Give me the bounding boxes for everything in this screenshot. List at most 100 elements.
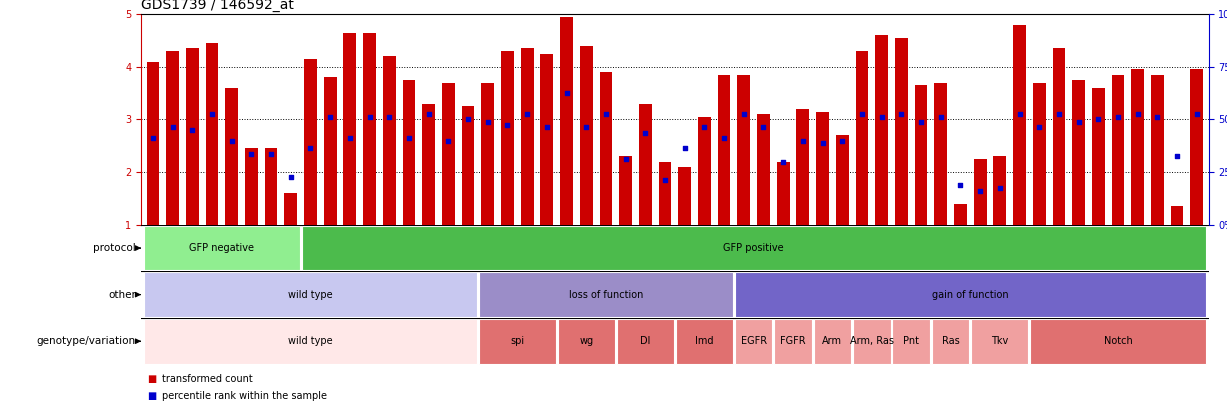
- Text: Ras: Ras: [941, 336, 960, 346]
- Bar: [994, 156, 1006, 225]
- Point: [675, 145, 694, 152]
- Point: [1010, 111, 1029, 117]
- Point: [892, 111, 912, 117]
- Point: [832, 137, 852, 144]
- Bar: [265, 149, 277, 225]
- Bar: [836, 135, 849, 225]
- Bar: [166, 51, 179, 225]
- Point: [281, 174, 301, 181]
- Point: [971, 187, 990, 194]
- Text: ■: ■: [147, 374, 157, 384]
- Point: [912, 119, 931, 125]
- Text: GFP positive: GFP positive: [724, 243, 784, 253]
- Point: [714, 134, 734, 141]
- Point: [655, 177, 675, 183]
- Point: [1049, 111, 1069, 117]
- Point: [498, 122, 518, 128]
- Point: [852, 111, 871, 117]
- Text: loss of function: loss of function: [569, 290, 643, 300]
- Point: [144, 134, 163, 141]
- Point: [340, 134, 360, 141]
- Bar: [737, 75, 750, 225]
- Point: [261, 150, 281, 157]
- Point: [951, 182, 971, 189]
- Point: [872, 113, 892, 120]
- Point: [1187, 111, 1206, 117]
- Point: [301, 145, 320, 152]
- Bar: [735, 272, 1206, 317]
- Bar: [1171, 207, 1184, 225]
- Bar: [402, 80, 416, 225]
- Text: Imd: Imd: [696, 336, 714, 346]
- Point: [1167, 153, 1187, 160]
- Bar: [302, 226, 1206, 271]
- Text: genotype/variation: genotype/variation: [37, 336, 136, 346]
- Point: [694, 124, 714, 130]
- Text: percentile rank within the sample: percentile rank within the sample: [162, 391, 326, 401]
- Bar: [1072, 80, 1085, 225]
- Bar: [580, 46, 593, 225]
- Bar: [735, 319, 772, 364]
- Point: [734, 111, 753, 117]
- Point: [990, 185, 1010, 191]
- Bar: [934, 83, 947, 225]
- Bar: [344, 32, 356, 225]
- Point: [636, 130, 655, 136]
- Point: [183, 127, 202, 133]
- Point: [163, 124, 183, 130]
- Text: Arm, Ras: Arm, Ras: [850, 336, 893, 346]
- Bar: [892, 319, 930, 364]
- Point: [458, 116, 477, 123]
- Bar: [814, 319, 852, 364]
- Point: [320, 113, 340, 120]
- Bar: [304, 59, 317, 225]
- Bar: [245, 149, 258, 225]
- Bar: [1131, 70, 1144, 225]
- Text: Arm: Arm: [822, 336, 843, 346]
- Bar: [796, 109, 810, 225]
- Bar: [931, 319, 969, 364]
- Bar: [422, 104, 436, 225]
- Text: gain of function: gain of function: [933, 290, 1009, 300]
- Bar: [774, 319, 812, 364]
- Bar: [226, 88, 238, 225]
- Point: [1029, 124, 1049, 130]
- Point: [577, 124, 596, 130]
- Point: [438, 137, 458, 144]
- Bar: [479, 319, 556, 364]
- Text: spi: spi: [510, 336, 524, 346]
- Text: other: other: [108, 290, 136, 300]
- Bar: [659, 162, 671, 225]
- Point: [379, 113, 399, 120]
- Text: Dl: Dl: [640, 336, 650, 346]
- Text: transformed count: transformed count: [162, 374, 253, 384]
- Bar: [639, 104, 652, 225]
- Text: Pnt: Pnt: [903, 336, 919, 346]
- Bar: [757, 114, 769, 225]
- Bar: [461, 107, 475, 225]
- Point: [1128, 111, 1147, 117]
- Bar: [679, 167, 691, 225]
- Point: [479, 119, 498, 125]
- Bar: [383, 56, 395, 225]
- Bar: [520, 48, 534, 225]
- Point: [1088, 116, 1108, 123]
- Bar: [479, 272, 733, 317]
- Bar: [914, 85, 928, 225]
- Text: Tkv: Tkv: [991, 336, 1009, 346]
- Point: [399, 134, 418, 141]
- Bar: [285, 193, 297, 225]
- Bar: [146, 62, 160, 225]
- Point: [202, 111, 222, 117]
- Text: GFP negative: GFP negative: [189, 243, 254, 253]
- Bar: [442, 83, 455, 225]
- Point: [222, 137, 242, 144]
- Bar: [875, 35, 888, 225]
- Bar: [501, 51, 514, 225]
- Bar: [894, 38, 908, 225]
- Bar: [1031, 319, 1206, 364]
- Bar: [955, 204, 967, 225]
- Bar: [560, 17, 573, 225]
- Point: [418, 111, 438, 117]
- Bar: [481, 83, 494, 225]
